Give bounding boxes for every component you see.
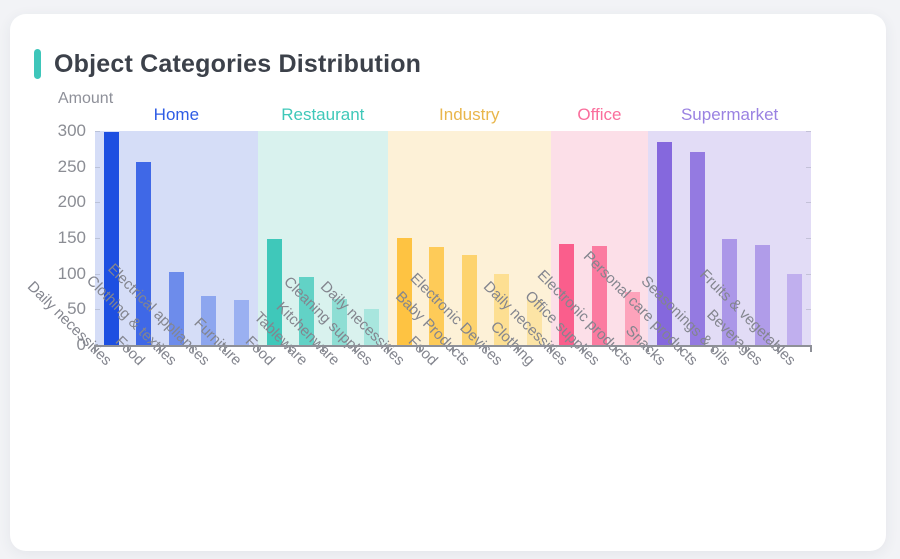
bar-office-office-supplies xyxy=(591,245,607,345)
y-axis-tick-left xyxy=(95,131,100,132)
bar-industry-daily-necessities xyxy=(396,238,412,345)
group-label-office: Office xyxy=(577,105,622,124)
y-axis-tick-right xyxy=(806,166,811,168)
chart-title: Object Categories Distribution xyxy=(54,49,422,78)
bar-restaurant-tableware xyxy=(299,276,315,345)
x-axis-tick xyxy=(191,346,194,352)
y-axis-tick-right xyxy=(806,309,811,311)
y-axis-tick-left xyxy=(95,273,100,275)
y-axis-tick-label: 300 xyxy=(57,121,86,140)
x-axis-tick xyxy=(712,346,715,352)
x-axis-tick xyxy=(744,346,747,352)
chart-header: Object Categories Distribution xyxy=(34,48,421,80)
x-axis-tick xyxy=(582,346,585,352)
y-axis-tick-label: 50 xyxy=(67,299,86,319)
x-axis-tick xyxy=(517,346,520,352)
bar-restaurant-cleaning-supplies xyxy=(364,309,380,345)
x-axis-tick xyxy=(159,346,162,352)
y-axis-tick-label: 250 xyxy=(57,156,86,176)
y-axis-tick-right xyxy=(806,131,811,132)
x-axis-tick xyxy=(777,346,780,352)
x-axis-tick xyxy=(94,346,96,352)
bar-restaurant-food xyxy=(266,239,282,345)
bar-supermarket-fruits-vegetables xyxy=(787,273,803,345)
x-axis-tick xyxy=(321,346,324,352)
y-axis-tick-right xyxy=(806,238,811,239)
bar-industry-food xyxy=(429,246,445,345)
bar-chart: 0 50 100 150 200 250 300 Home Daily necessities F… xyxy=(10,14,886,551)
x-axis-line xyxy=(94,345,812,347)
y-axis-tick-label: 0 xyxy=(76,335,86,354)
x-axis-tick xyxy=(419,346,422,352)
y-axis-tick-left xyxy=(95,202,100,204)
bar-supermarket-snacks xyxy=(657,141,673,345)
y-axis-tick-label: 100 xyxy=(57,263,86,283)
group-label-supermarket: Supermarket xyxy=(680,105,779,124)
x-axis-tick xyxy=(126,346,129,352)
y-axis-tick-right xyxy=(806,273,811,275)
bar-home-food xyxy=(136,161,152,345)
group-label-home: Home xyxy=(153,105,200,124)
y-axis-tick-label: 200 xyxy=(57,192,86,212)
bar-office-daily-necessities xyxy=(559,243,575,345)
y-axis-title: Amount xyxy=(58,90,114,107)
bar-industry-clothing xyxy=(526,300,542,345)
y-axis-tick-left xyxy=(95,238,100,239)
bar-home-clothing-textiles xyxy=(168,272,184,345)
x-axis-tick xyxy=(549,346,552,352)
bar-industry-electronic-devices xyxy=(494,274,510,345)
x-axis-tick xyxy=(810,346,812,352)
title-accent-bar xyxy=(34,49,41,79)
group-label-restaurant: Restaurant xyxy=(281,105,365,124)
y-axis-tick-right xyxy=(806,202,811,204)
x-axis-tick xyxy=(647,346,650,352)
bar-home-daily-necessities xyxy=(103,132,119,345)
x-axis-tick xyxy=(354,346,357,352)
bar-supermarket-personal-care-products xyxy=(689,151,705,345)
x-axis-tick xyxy=(289,346,292,352)
bar-office-electronic-products xyxy=(624,291,640,345)
y-axis-tick-left xyxy=(95,166,100,168)
x-axis-tick xyxy=(484,346,487,352)
x-axis-tick xyxy=(452,346,454,352)
x-axis-tick xyxy=(224,346,227,352)
bar-home-furniture xyxy=(233,300,249,345)
x-axis-tick xyxy=(679,346,682,352)
chart-card: Object Categories Distribution Amount 0 5… xyxy=(10,14,886,551)
x-axis-tick xyxy=(386,346,389,352)
bar-restaurant-kitchenware xyxy=(331,299,347,345)
y-axis-tick-label: 150 xyxy=(57,228,86,247)
x-axis-tick xyxy=(614,346,617,352)
x-axis-tick xyxy=(256,346,259,352)
y-axis-tick-left xyxy=(95,309,100,311)
bar-industry-baby-products xyxy=(461,255,477,345)
bar-supermarket-seasonings-oils xyxy=(722,239,738,345)
group-label-industry: Industry xyxy=(439,105,500,124)
bar-home-electrical-appliances xyxy=(201,296,217,345)
bar-supermarket-beverages xyxy=(754,245,770,345)
